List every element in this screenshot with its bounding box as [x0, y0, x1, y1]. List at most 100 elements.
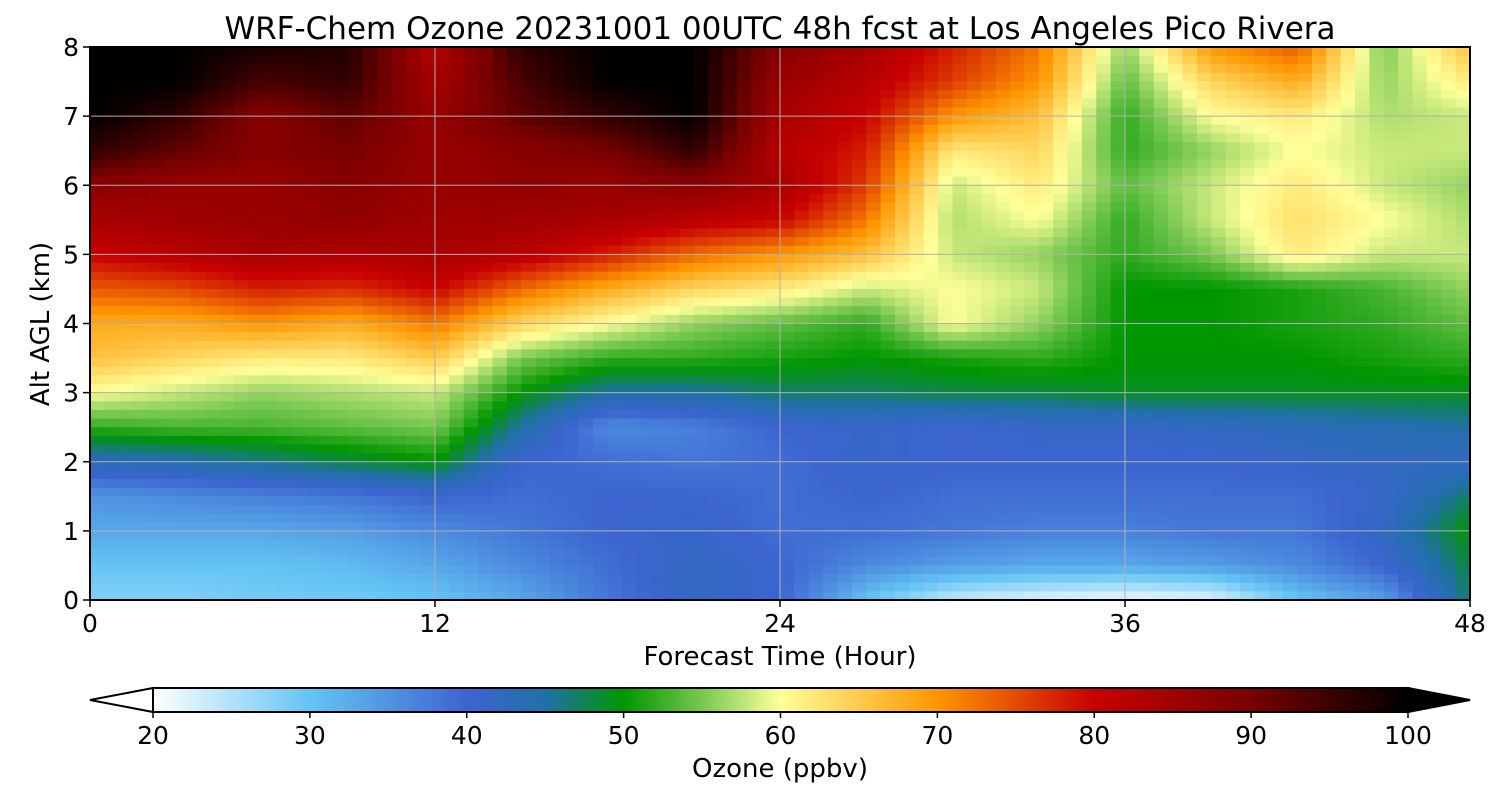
field-cell: [593, 271, 609, 281]
field-cell: [1067, 340, 1083, 351]
field-cell: [104, 107, 120, 117]
field-cell: [1125, 444, 1140, 454]
field-cell: [607, 409, 623, 420]
field-cell: [564, 254, 580, 264]
field-cell: [248, 150, 264, 160]
field-cell: [1110, 219, 1126, 230]
field-cell: [1225, 185, 1241, 195]
field-cell: [995, 392, 1011, 402]
field-cell: [1225, 314, 1241, 325]
field-cell: [938, 202, 954, 212]
field-cell: [1268, 228, 1284, 238]
field-cell: [492, 453, 508, 463]
field-cell: [995, 228, 1011, 238]
field-cell: [406, 332, 422, 342]
field-cell: [1182, 245, 1198, 255]
field-cell: [1412, 306, 1428, 316]
field-cell: [909, 453, 925, 463]
field-cell: [564, 219, 580, 230]
field-cell: [880, 375, 896, 385]
field-cell: [118, 116, 134, 126]
field-cell: [995, 98, 1011, 109]
field-cell: [305, 358, 321, 368]
field-cell: [90, 176, 105, 186]
field-cell: [794, 245, 810, 255]
field-cell: [909, 288, 925, 299]
field-cell: [377, 314, 393, 325]
field-cell: [190, 340, 206, 351]
field-cell: [1412, 435, 1428, 446]
field-cell: [1398, 418, 1414, 428]
field-cell: [708, 116, 724, 126]
field-cell: [995, 288, 1011, 299]
field-cell: [1024, 202, 1040, 212]
field-cell: [1311, 323, 1327, 333]
field-cell: [133, 47, 149, 57]
field-cell: [118, 142, 134, 152]
field-cell: [880, 280, 896, 290]
field-cell: [1412, 332, 1428, 342]
field-cell: [176, 479, 192, 489]
field-cell: [794, 349, 810, 359]
field-cell: [118, 245, 134, 255]
field-cell: [808, 280, 824, 290]
field-cell: [291, 116, 307, 126]
field-cell: [334, 159, 350, 169]
field-cell: [1038, 81, 1054, 91]
field-cell: [751, 133, 767, 143]
field-cell: [305, 107, 321, 117]
field-cell: [492, 401, 508, 411]
field-cell: [1441, 90, 1457, 100]
field-cell: [463, 479, 479, 489]
field-cell: [478, 90, 494, 100]
field-cell: [1240, 211, 1255, 221]
field-cell: [1268, 444, 1284, 454]
field-cell: [966, 237, 982, 247]
field-cell: [981, 219, 997, 230]
field-cell: [233, 323, 249, 333]
field-cell: [377, 263, 393, 273]
field-cell: [1196, 237, 1212, 247]
field-cell: [176, 358, 192, 368]
field-cell: [708, 332, 724, 342]
field-cell: [478, 306, 494, 316]
field-cell: [966, 90, 982, 100]
field-cell: [1283, 461, 1299, 471]
field-cell: [90, 159, 105, 169]
field-cell: [1398, 81, 1414, 91]
field-cell: [521, 288, 537, 299]
field-cell: [1254, 332, 1270, 342]
field-cell: [550, 219, 565, 230]
field-cell: [780, 72, 795, 83]
field-cell: [1225, 98, 1241, 109]
field-cell: [1297, 237, 1313, 247]
field-cell: [190, 193, 206, 204]
field-cell: [794, 358, 810, 368]
field-cell: [1355, 375, 1370, 385]
field-cell: [607, 47, 623, 57]
field-cell: [1268, 202, 1284, 212]
field-cell: [1153, 237, 1169, 247]
field-cell: [291, 245, 307, 255]
field-cell: [909, 211, 925, 221]
field-cell: [190, 124, 206, 135]
field-cell: [1196, 280, 1212, 290]
field-cell: [621, 98, 637, 109]
field-cell: [938, 245, 954, 255]
field-cell: [248, 193, 264, 204]
field-cell: [564, 306, 580, 316]
field-cell: [463, 409, 479, 420]
field-cell: [521, 107, 537, 117]
field-cell: [1268, 150, 1284, 160]
field-cell: [1297, 193, 1313, 204]
field-cell: [550, 167, 565, 178]
field-cell: [866, 263, 882, 273]
field-cell: [636, 55, 652, 65]
field-cell: [564, 444, 580, 454]
field-cell: [176, 444, 192, 454]
field-cell: [1311, 349, 1327, 359]
field-cell: [320, 72, 335, 83]
field-cell: [550, 263, 565, 273]
field-cell: [1038, 427, 1054, 437]
field-cell: [564, 133, 580, 143]
